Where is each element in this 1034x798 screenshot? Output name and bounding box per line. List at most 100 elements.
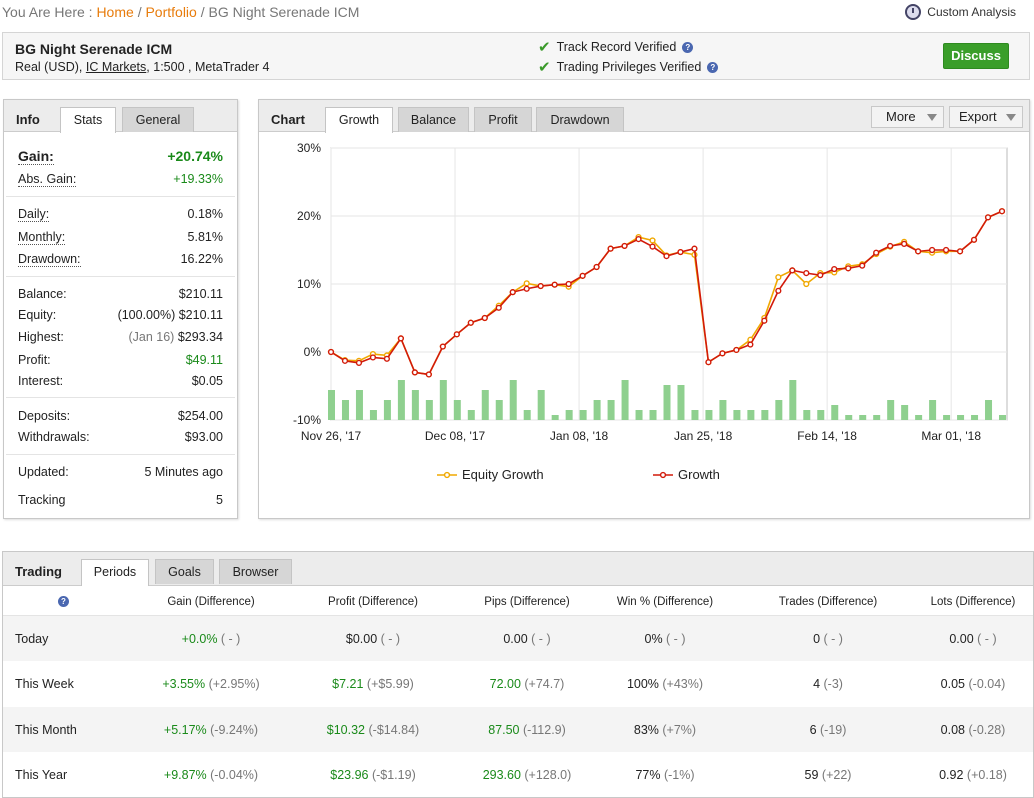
- growth-point: [495, 304, 502, 311]
- interest-value: $0.05: [191, 374, 223, 388]
- table-row: This Year +9.87% (-0.04%) $23.96 (-$1.19) 2…: [3, 753, 1033, 798]
- volume-bar: [705, 410, 713, 420]
- chart-tabbar: Chart Growth Balance Profit Drawdown Mor…: [259, 100, 1029, 133]
- table-cell: 0.08 (-0.28): [893, 723, 1034, 737]
- account-type: Real (USD),: [15, 60, 83, 74]
- column-header[interactable]: Profit (Difference): [328, 595, 418, 608]
- gain-value: +20.74%: [167, 148, 223, 164]
- drawdown-label[interactable]: Drawdown:: [18, 252, 81, 267]
- table-cell: 0.92 (+0.18): [893, 768, 1034, 782]
- table-cell: 0.05 (-0.04): [893, 677, 1034, 691]
- trading-tabbar: Trading Periods Goals Browser: [3, 552, 1033, 586]
- volume-bar: [565, 410, 573, 420]
- cell-value: 0.92: [939, 768, 964, 782]
- growth-point: [649, 243, 656, 250]
- gain-label[interactable]: Gain:: [18, 148, 54, 165]
- cell-value: +3.55%: [162, 677, 206, 691]
- growth-point: [789, 267, 796, 274]
- growth-point: [831, 265, 838, 273]
- tab-profit[interactable]: Profit: [474, 107, 532, 132]
- cell-value: 0: [813, 631, 821, 646]
- breadcrumb-portfolio-link[interactable]: Portfolio: [145, 4, 197, 20]
- cell-value: 77%: [635, 768, 661, 782]
- cell-difference: (-0.28): [965, 722, 1006, 737]
- tracking-value[interactable]: 5: [216, 493, 223, 507]
- cell-value: 0.00: [949, 631, 974, 646]
- table-cell: $23.96 (-$1.19): [293, 768, 453, 782]
- drawdown-value: 16.22%: [180, 252, 223, 266]
- highest-label: Highest:: [18, 330, 64, 344]
- volume-bar: [943, 415, 951, 420]
- growth-point: [677, 248, 684, 256]
- volume-bar: [621, 380, 629, 420]
- growth-point: [425, 371, 432, 378]
- column-header[interactable]: Gain (Difference): [167, 595, 255, 608]
- account-name: BG Night Serenade ICM: [15, 41, 173, 57]
- volume-bar: [845, 415, 853, 420]
- custom-analysis-link[interactable]: Custom Analysis: [905, 4, 1016, 20]
- abs-gain-value: +19.33%: [173, 172, 223, 186]
- breadcrumb-current: BG Night Serenade ICM: [208, 4, 360, 20]
- table-cell: 59 (+22): [748, 768, 908, 782]
- cell-difference: ( - ): [662, 631, 686, 646]
- daily-label[interactable]: Daily:: [18, 207, 50, 222]
- cell-value: $23.96: [330, 768, 369, 782]
- table-cell: +3.55% (+2.95%): [131, 677, 291, 691]
- cell-value: $10.32: [326, 722, 366, 737]
- equity-growth-point: [649, 237, 656, 244]
- volume-bar: [985, 400, 993, 420]
- growth-chart: 30% 20% 10% 0% -10% Nov 26, '17 Dec 08, '17 Jan…: [293, 141, 1008, 482]
- volume-bar: [663, 385, 671, 420]
- gain-row: Gain: +20.74%: [18, 148, 223, 165]
- table-cell: 293.60 (+128.0): [447, 768, 607, 782]
- tracking-row: Tracking 5: [18, 493, 223, 507]
- breadcrumb-home-link[interactable]: Home: [96, 4, 134, 20]
- monthly-label[interactable]: Monthly:: [18, 230, 66, 245]
- volume-bar: [523, 410, 531, 420]
- volume-bar: [733, 410, 741, 420]
- tab-drawdown[interactable]: Drawdown: [536, 107, 624, 132]
- tab-balance[interactable]: Balance: [398, 107, 469, 132]
- cell-difference: ( - ): [377, 631, 401, 646]
- period-label: This Week: [15, 677, 74, 691]
- column-header[interactable]: Pips (Difference): [484, 595, 570, 608]
- growth-point: [593, 263, 600, 271]
- updated-label: Updated:: [18, 465, 69, 479]
- help-icon[interactable]: ?: [682, 41, 694, 53]
- abs-gain-row: Abs. Gain: +19.33%: [18, 172, 223, 187]
- tab-stats[interactable]: Stats: [60, 107, 116, 133]
- volume-bar: [929, 400, 937, 420]
- cell-value: 6: [809, 722, 817, 737]
- column-header[interactable]: Lots (Difference): [930, 595, 1016, 608]
- table-cell: 100% (+43%): [585, 677, 745, 691]
- abs-gain-label[interactable]: Abs. Gain:: [18, 172, 77, 187]
- discuss-button[interactable]: Discuss: [943, 43, 1009, 69]
- tab-periods[interactable]: Periods: [81, 559, 149, 586]
- account-leverage-platform: , 1:500 , MetaTrader 4: [146, 60, 270, 74]
- help-icon[interactable]: ?: [58, 596, 69, 607]
- column-header[interactable]: Win % (Difference): [616, 595, 714, 608]
- export-dropdown[interactable]: Export: [949, 106, 1023, 128]
- x-tick-label: Dec 08, '17: [425, 429, 486, 443]
- tab-goals[interactable]: Goals: [155, 559, 214, 584]
- tab-browser[interactable]: Browser: [219, 559, 292, 584]
- table-cell: 4 (-3): [748, 677, 908, 691]
- table-cell: 0.00 ( - ): [447, 632, 607, 646]
- growth-point: [411, 369, 418, 376]
- volume-bar: [901, 405, 909, 420]
- table-cell: +0.0% ( - ): [131, 632, 291, 646]
- broker-link[interactable]: IC Markets: [85, 60, 147, 74]
- table-cell: 72.00 (+74.7): [447, 677, 607, 691]
- more-dropdown[interactable]: More: [871, 106, 944, 128]
- growth-point: [915, 248, 922, 255]
- tab-growth[interactable]: Growth: [325, 107, 393, 133]
- cell-value: 87.50: [488, 722, 520, 737]
- help-icon[interactable]: ?: [707, 61, 719, 73]
- column-header[interactable]: Trades (Difference): [778, 595, 878, 608]
- x-tick-label: Nov 26, '17: [301, 429, 362, 443]
- cell-difference: ( - ): [217, 631, 241, 646]
- tab-general[interactable]: General: [122, 107, 194, 132]
- period-label: This Year: [15, 768, 68, 782]
- cell-difference: (-1%): [660, 768, 695, 782]
- y-tick-label: 20%: [297, 209, 321, 223]
